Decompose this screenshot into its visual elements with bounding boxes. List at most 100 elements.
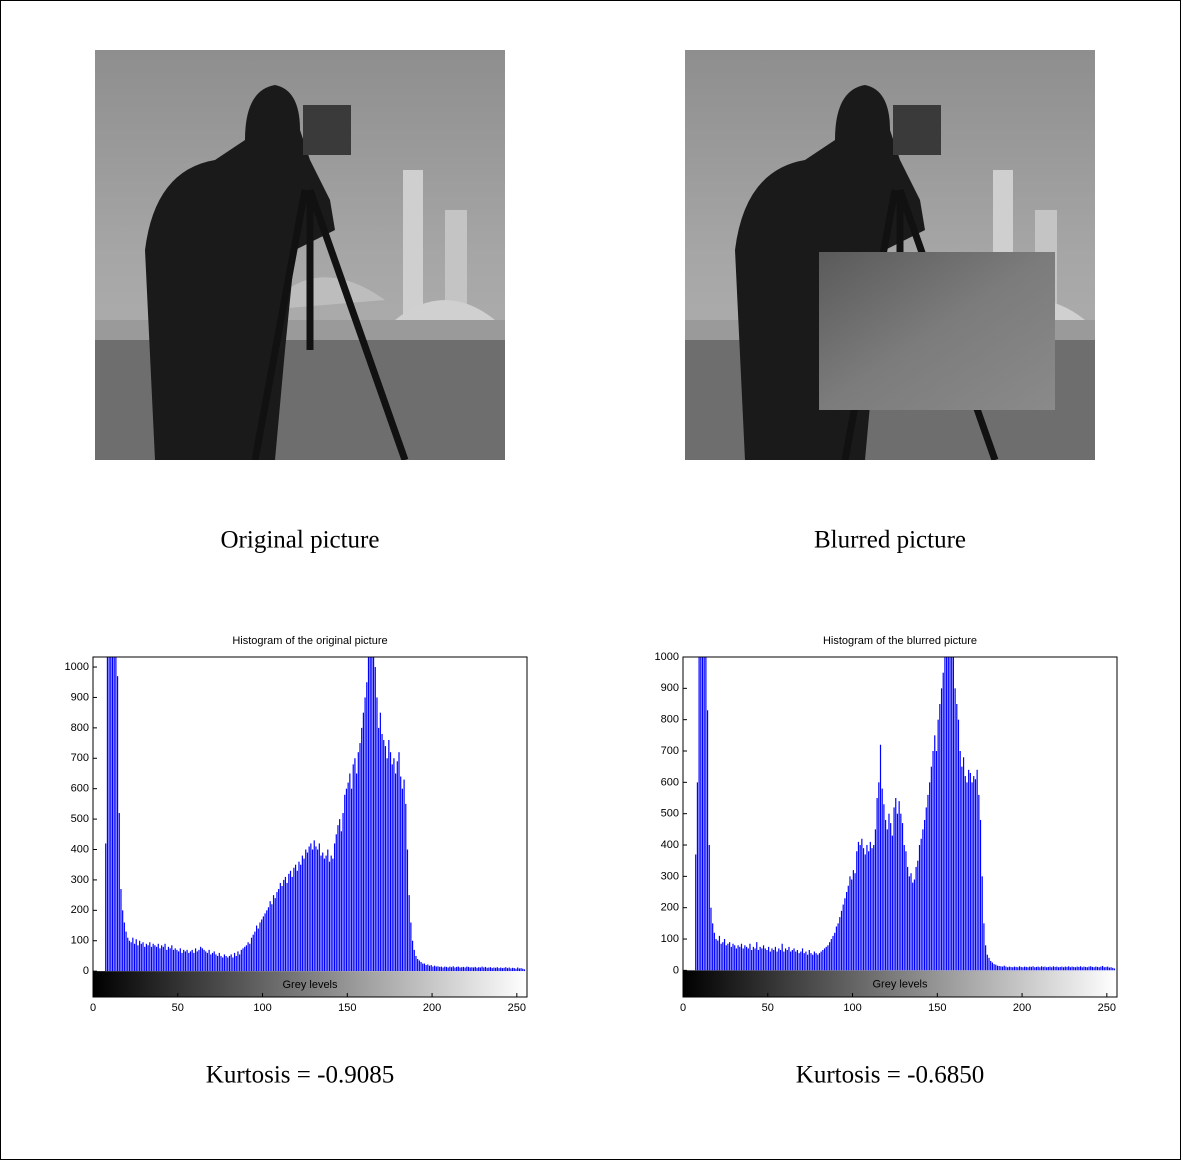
bar — [988, 958, 989, 971]
bar — [210, 954, 211, 971]
bar — [726, 945, 727, 970]
bar — [1095, 967, 1096, 971]
x-tick-label: 0 — [90, 1002, 96, 1014]
bar — [229, 956, 230, 971]
bar — [298, 862, 299, 971]
bar — [188, 953, 189, 971]
bar — [953, 657, 954, 970]
bar — [376, 697, 377, 971]
bar — [965, 776, 966, 970]
bar — [892, 836, 893, 971]
bar — [454, 968, 455, 972]
bar — [844, 898, 845, 970]
bar — [465, 968, 466, 972]
bar — [249, 944, 250, 971]
bar — [736, 948, 737, 970]
bar — [122, 910, 123, 971]
bar — [1094, 967, 1095, 970]
bar — [983, 923, 984, 970]
bar — [1077, 967, 1078, 971]
bar — [424, 964, 425, 972]
bar — [114, 606, 115, 971]
y-tick-label: 600 — [661, 776, 679, 788]
bar — [180, 948, 181, 971]
bar — [1002, 967, 1003, 971]
bar — [383, 740, 384, 971]
bar — [342, 813, 343, 971]
y-tick-label: 400 — [661, 839, 679, 851]
bar — [782, 944, 783, 971]
bar — [1114, 968, 1115, 970]
bar — [1061, 967, 1062, 971]
bar — [320, 856, 321, 972]
bar — [797, 950, 798, 970]
bar — [1024, 967, 1025, 971]
bar — [288, 874, 289, 971]
bar — [470, 968, 471, 972]
bar — [770, 952, 771, 971]
bar — [1071, 967, 1072, 971]
bar — [939, 704, 940, 970]
bar — [843, 905, 844, 971]
bar — [115, 652, 116, 971]
bar — [300, 865, 301, 971]
bar — [899, 801, 900, 970]
bar — [449, 967, 450, 972]
bar — [502, 968, 503, 971]
bar — [385, 746, 386, 971]
bar — [826, 947, 827, 971]
bar — [175, 948, 176, 971]
figure: Original picture Blurred picture Kurtosi… — [0, 0, 1181, 1160]
bar — [819, 953, 820, 970]
bar — [427, 964, 428, 971]
bar — [926, 807, 927, 970]
image-caption: Blurred picture — [814, 527, 966, 554]
bar — [329, 862, 330, 971]
bar — [838, 923, 839, 970]
bar — [949, 626, 950, 971]
bar — [971, 782, 972, 970]
bar — [480, 968, 481, 972]
bar — [1012, 967, 1013, 970]
bar — [141, 944, 142, 971]
bar — [178, 951, 179, 971]
bar — [858, 842, 859, 970]
bar — [159, 948, 160, 971]
bar — [190, 951, 191, 971]
bar — [1082, 967, 1083, 970]
bar — [916, 867, 917, 970]
bar — [719, 936, 720, 970]
bar — [171, 945, 172, 971]
bar — [124, 922, 125, 971]
bar — [812, 955, 813, 971]
bar — [853, 870, 854, 970]
bar — [1016, 967, 1017, 970]
bar — [448, 968, 449, 972]
bar — [248, 942, 249, 971]
x-tick-label: 200 — [423, 1002, 441, 1014]
bar — [317, 850, 318, 972]
bar — [836, 926, 837, 970]
bar — [1070, 967, 1071, 970]
bar — [370, 637, 371, 972]
bar — [151, 947, 152, 971]
bar — [453, 966, 454, 971]
bar — [378, 728, 379, 971]
bar — [982, 876, 983, 970]
bar — [912, 883, 913, 971]
chart-title: Histogram of the blurred picture — [823, 635, 977, 647]
bar — [790, 952, 791, 971]
bar — [870, 842, 871, 970]
bar — [861, 839, 862, 971]
bar — [281, 886, 282, 971]
bar — [831, 939, 832, 970]
bar — [390, 752, 391, 971]
bar — [363, 713, 364, 971]
bar — [242, 948, 243, 971]
page: Original picture Blurred picture Kurtosi… — [0, 0, 1181, 1160]
y-tick-label: 100 — [71, 935, 89, 947]
bar — [231, 954, 232, 971]
bar — [758, 950, 759, 970]
bar — [266, 910, 267, 971]
bar — [738, 945, 739, 970]
